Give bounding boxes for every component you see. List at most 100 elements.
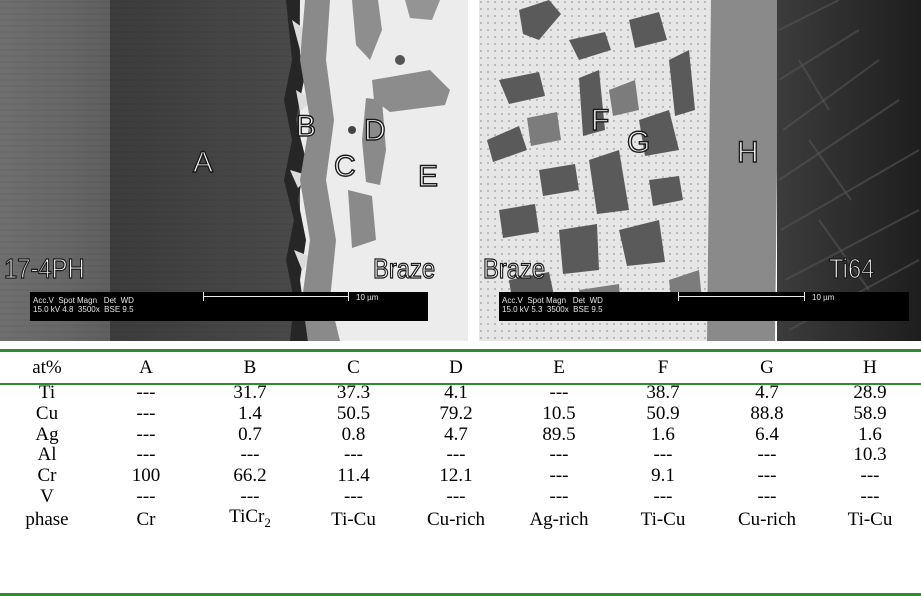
cell-c: 37.3 [336,382,371,404]
cell-b: 31.7 [233,382,267,404]
cell-phase-d: Cu-rich [426,509,486,531]
cell-f: 9.1 [651,465,675,487]
cell-phase-c: Ti-Cu [331,509,376,531]
row-label-element: V [40,485,54,507]
cell-f: 38.7 [646,382,680,404]
cell-e: 89.5 [542,423,576,445]
cell-g: --- [757,444,777,466]
cell-g: 6.4 [755,423,779,445]
cell-b: --- [240,444,260,466]
table-row: Cr 100 66.2 11.4 12.1 --- 9.1 --- --- [0,466,921,487]
cell-phase-f: Ti-Cu [640,509,686,531]
cell-c: --- [344,485,363,507]
row-label-element: Ti [38,382,56,404]
material-label-braze-left: Braze [372,253,436,284]
header-col-a: A [139,357,153,378]
header-at-percent: at% [32,357,62,378]
table-top-rule [0,349,921,352]
micrograph-right-image [479,0,921,341]
cell-g: --- [757,465,777,487]
composition-table: at% A B C D E F G H Ti --- 31.7 37.3 4.1 --- 3… [0,352,921,533]
region-label-c: C [333,150,356,183]
sem-info-row1-right: Acc.V Spot Magn Det WD [502,296,603,305]
header-col-c: C [347,357,360,378]
cell-a: --- [136,444,156,466]
region-label-d: D [363,114,386,147]
row-label-element: Cu [35,403,59,425]
cell-a: 100 [131,465,161,487]
table-row: Cu --- 1.4 50.5 79.2 10.5 50.9 88.8 58.9 [0,404,921,425]
region-label-b: B [295,110,317,143]
micrograph-right: F G H Braze Ti64 Acc.V Spot Magn Det WD … [479,0,921,341]
table-header-row: at% A B C D E F G H [0,352,921,383]
sem-info-row1-left: Acc.V Spot Magn Det WD [33,296,134,305]
region-label-h: H [736,136,759,169]
cell-phase-a: Cr [136,509,156,531]
region-label-f: F [590,104,610,137]
table-row: V --- --- --- --- --- --- --- --- [0,486,921,507]
header-col-e: E [553,357,565,378]
material-label-braze-right: Braze [482,253,546,284]
cell-b: 1.4 [238,403,262,425]
cell-e: 10.5 [542,403,576,425]
cell-b: 0.7 [238,423,262,445]
scale-bar-left [203,292,349,301]
cell-d: 4.1 [444,382,468,404]
cell-f: 1.6 [651,423,675,445]
cell-b: 66.2 [233,465,267,487]
cell-g: 88.8 [750,403,784,425]
cell-c: --- [344,444,363,466]
cell-e: --- [549,382,569,404]
material-label-ti64: Ti64 [828,253,875,284]
cell-e: --- [549,465,569,487]
phase-b-formula: TiCr [229,506,265,528]
cell-b: --- [240,485,260,507]
cell-a: --- [136,485,156,507]
scale-label-left: 10 µm [356,293,379,302]
cell-c: 50.5 [336,403,371,425]
cell-h: 28.9 [853,382,887,404]
cell-f: 50.9 [646,403,680,425]
table-header-rule [0,383,921,385]
cell-h: 10.3 [853,444,887,466]
micrograph-left: A B C D E 17-4PH Braze Acc.V Spot Magn D… [0,0,468,341]
cell-e: --- [549,444,569,466]
table-row: Ti --- 31.7 37.3 4.1 --- 38.7 4.7 28.9 [0,383,921,404]
region-label-g: G [626,126,651,159]
cell-phase-g: Cu-rich [737,509,797,531]
cell-d: --- [446,444,466,466]
table-row: Al --- --- --- --- --- --- --- 10.3 [0,445,921,466]
scale-bar-right [678,292,805,301]
cell-d: --- [446,485,466,507]
cell-f: --- [653,444,673,466]
header-col-g: G [760,357,774,378]
row-label-element: Al [37,444,57,466]
micrograph-left-image [0,0,468,341]
row-label-element: Ag [35,423,59,445]
cell-g: 4.7 [755,382,779,404]
material-label-17-4ph: 17-4PH [3,253,85,284]
cell-phase-e: Ag-rich [529,509,589,531]
cell-phase-b: TiCr2 [198,507,302,533]
cell-c: 11.4 [337,465,370,487]
cell-a: --- [136,403,156,425]
row-label-element: Cr [37,465,57,487]
table-row: Ag --- 0.7 0.8 4.7 89.5 1.6 6.4 1.6 [0,424,921,445]
cell-a: --- [136,382,156,404]
phase-b-subscript: 2 [264,514,271,530]
cell-d: 12.1 [439,465,473,487]
cell-d: 4.7 [444,423,468,445]
cell-f: --- [653,485,673,507]
header-col-f: F [657,357,669,378]
sem-info-row2-right: 15.0 kV 5.3 3500x BSE 9.5 [502,305,603,314]
sem-info-row2-left: 15.0 kV 4.8 3500x BSE 9.5 [33,305,134,314]
header-col-d: D [449,357,463,378]
cell-phase-h: Ti-Cu [847,509,893,531]
cell-a: --- [136,423,156,445]
cell-e: --- [549,485,569,507]
scale-label-right: 10 µm [812,293,835,302]
cell-h: 1.6 [858,423,882,445]
cell-h: --- [860,485,880,507]
cell-g: --- [757,485,777,507]
cell-c: 0.8 [341,423,366,445]
